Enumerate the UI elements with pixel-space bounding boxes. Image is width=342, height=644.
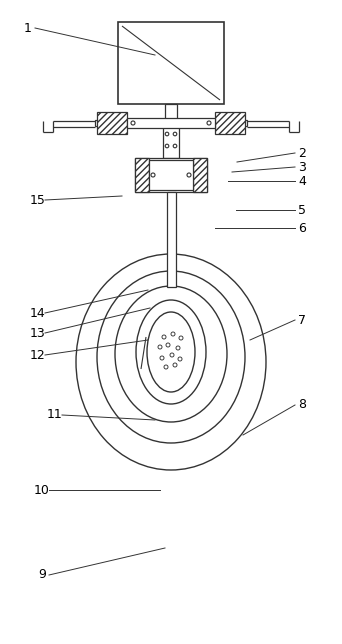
Bar: [95, 120, 247, 126]
Ellipse shape: [171, 332, 175, 336]
Text: 3: 3: [298, 160, 306, 173]
Text: 8: 8: [298, 399, 306, 412]
Text: 9: 9: [38, 569, 46, 582]
Ellipse shape: [131, 121, 135, 125]
Bar: [193, 158, 207, 192]
Text: 2: 2: [298, 146, 306, 160]
Ellipse shape: [173, 363, 177, 367]
Ellipse shape: [166, 343, 170, 347]
Ellipse shape: [164, 365, 168, 369]
Ellipse shape: [165, 144, 169, 148]
Bar: [165, 104, 177, 120]
Ellipse shape: [179, 336, 183, 340]
Bar: [127, 118, 215, 128]
Text: 5: 5: [298, 204, 306, 216]
Bar: [97, 112, 127, 134]
Ellipse shape: [165, 132, 169, 136]
Ellipse shape: [76, 254, 266, 470]
Text: 7: 7: [298, 314, 306, 327]
Ellipse shape: [187, 173, 191, 177]
Bar: [118, 22, 224, 104]
Text: 4: 4: [298, 175, 306, 187]
Bar: [135, 158, 149, 192]
Text: 14: 14: [30, 307, 46, 319]
Ellipse shape: [178, 357, 182, 361]
Text: 12: 12: [30, 348, 46, 361]
Ellipse shape: [173, 144, 177, 148]
Bar: [135, 158, 207, 192]
Text: 13: 13: [30, 327, 46, 339]
Ellipse shape: [162, 335, 166, 339]
Ellipse shape: [151, 173, 155, 177]
Ellipse shape: [97, 271, 245, 443]
Ellipse shape: [115, 286, 227, 422]
Ellipse shape: [136, 300, 206, 404]
Text: 6: 6: [298, 222, 306, 234]
Text: 15: 15: [30, 193, 46, 207]
Ellipse shape: [207, 121, 211, 125]
Bar: [167, 192, 176, 287]
Text: 11: 11: [47, 408, 63, 422]
Bar: [149, 160, 193, 190]
Text: 10: 10: [34, 484, 50, 497]
Ellipse shape: [173, 132, 177, 136]
Ellipse shape: [147, 312, 195, 392]
Text: 1: 1: [24, 21, 32, 35]
Bar: [163, 126, 179, 158]
Ellipse shape: [170, 353, 174, 357]
Ellipse shape: [176, 346, 180, 350]
Bar: [215, 112, 245, 134]
Ellipse shape: [160, 356, 164, 360]
Ellipse shape: [158, 345, 162, 349]
